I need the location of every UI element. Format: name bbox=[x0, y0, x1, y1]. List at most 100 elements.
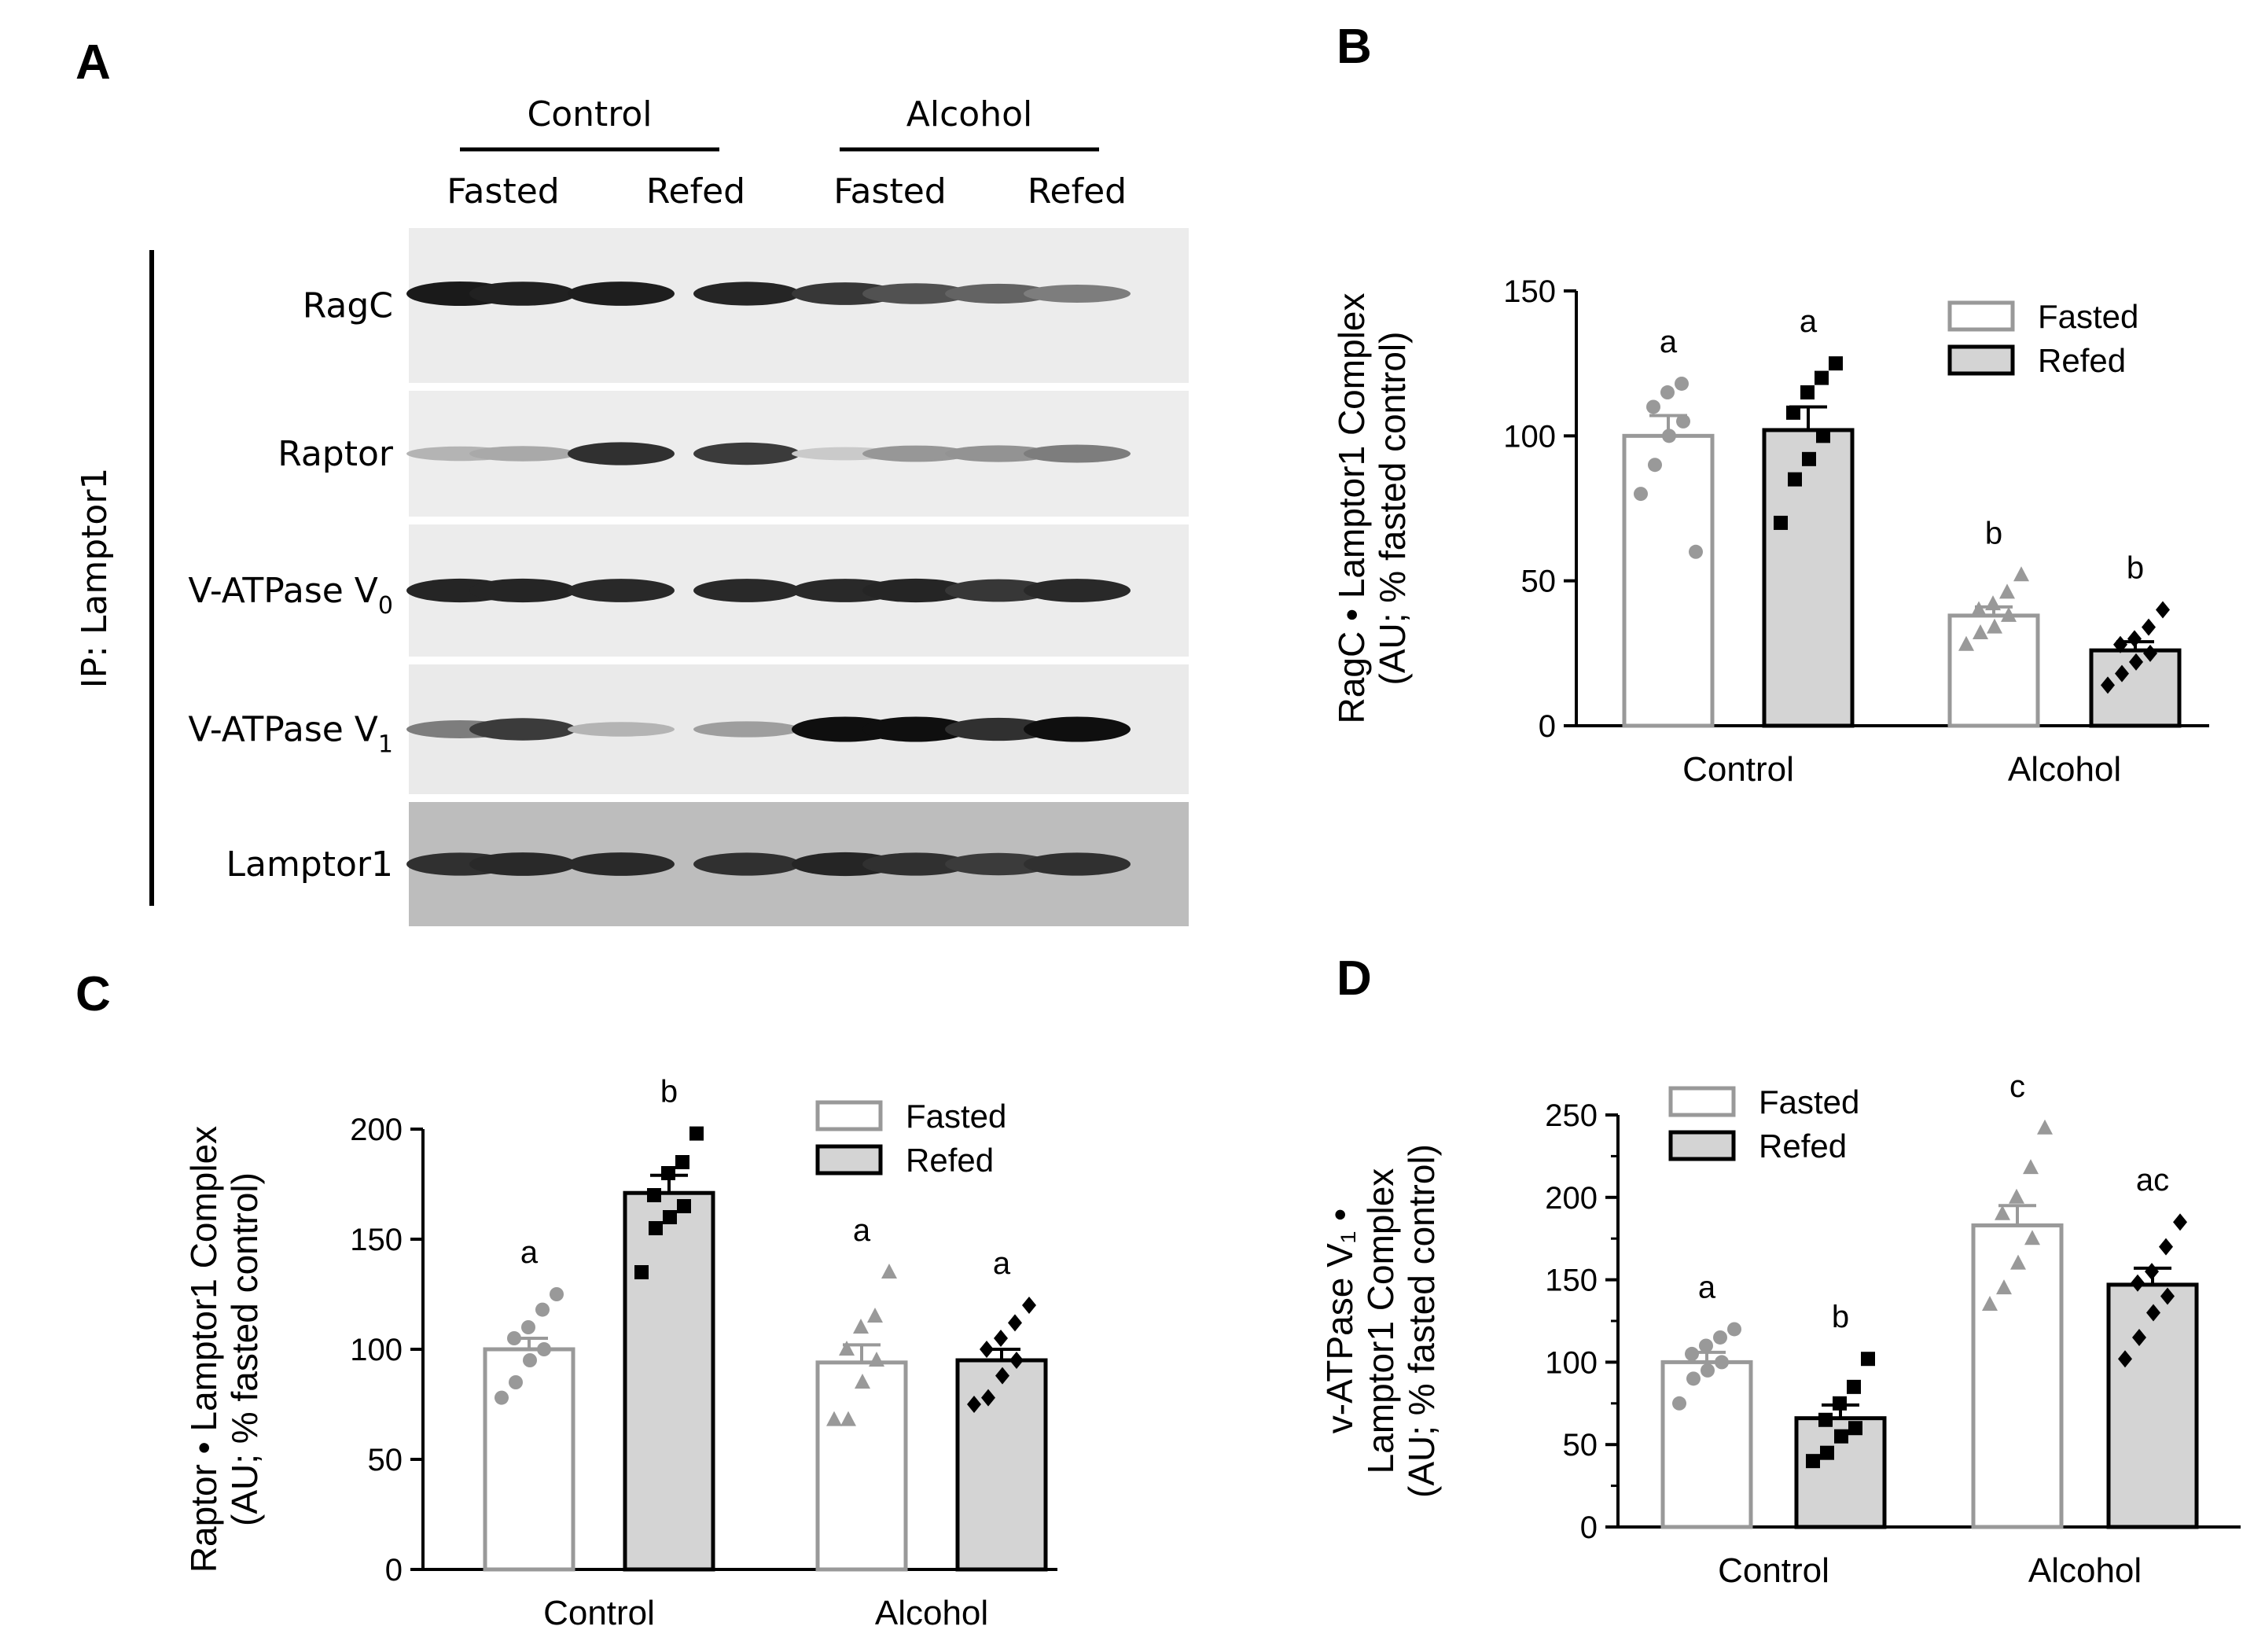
legend-label: Refed bbox=[2038, 342, 2126, 379]
y-tick-label: 200 bbox=[350, 1113, 403, 1147]
significance-letter: c bbox=[2009, 1069, 2025, 1104]
bar bbox=[815, 1360, 908, 1572]
legend-swatch bbox=[1668, 1086, 1736, 1117]
data-point bbox=[1818, 1412, 1833, 1427]
data-point bbox=[867, 1308, 883, 1323]
data-point bbox=[1675, 376, 1689, 391]
data-point bbox=[980, 1341, 994, 1358]
bar bbox=[1622, 433, 1715, 728]
legend-swatch bbox=[815, 1100, 883, 1131]
blot-band bbox=[469, 446, 576, 462]
data-point bbox=[2101, 676, 2115, 694]
data-point bbox=[2127, 630, 2142, 648]
significance-letter: b bbox=[660, 1075, 678, 1109]
y-tick-label: 200 bbox=[1545, 1181, 1598, 1216]
y-tick-label: 0 bbox=[1539, 709, 1556, 744]
data-point bbox=[967, 1396, 981, 1413]
data-point bbox=[2143, 644, 2157, 662]
blot-row-label: Raptor bbox=[278, 434, 394, 474]
data-point bbox=[1009, 1352, 1024, 1369]
blot-group-label: Alcohol bbox=[906, 94, 1032, 134]
y-tick-label: 50 bbox=[1563, 1428, 1598, 1463]
data-point bbox=[1971, 601, 1987, 616]
blot-band bbox=[945, 852, 1052, 876]
blot-band bbox=[945, 283, 1052, 304]
data-point bbox=[1022, 1297, 1036, 1314]
blot-band bbox=[862, 283, 969, 304]
data-point bbox=[1660, 385, 1675, 400]
legend-swatch bbox=[1947, 300, 2015, 332]
y-axis-label: (AU; % fasted control) bbox=[1372, 332, 1413, 686]
data-point bbox=[1982, 1296, 1998, 1312]
data-point bbox=[2001, 606, 2017, 622]
blot-band bbox=[945, 445, 1052, 462]
blot-band bbox=[862, 852, 969, 876]
legend-swatch bbox=[815, 1144, 883, 1176]
y-axis-label: RagC • Lamptor1 Complex bbox=[1331, 293, 1372, 724]
y-tick-label: 100 bbox=[1545, 1345, 1598, 1380]
data-point bbox=[1802, 451, 1816, 466]
data-point bbox=[1815, 370, 1829, 385]
data-point bbox=[1634, 487, 1648, 502]
blot-band bbox=[693, 281, 800, 306]
significance-letter: b bbox=[2127, 551, 2144, 586]
data-point bbox=[1848, 1421, 1862, 1436]
category-label: Control bbox=[543, 1594, 655, 1632]
category-label: Control bbox=[1682, 750, 1794, 789]
bar bbox=[1762, 428, 1855, 728]
data-point bbox=[1987, 618, 2002, 634]
y-tick-label: 0 bbox=[385, 1553, 403, 1588]
data-point bbox=[1646, 399, 1660, 414]
data-point bbox=[1833, 1396, 1847, 1411]
legend-label: Fasted bbox=[906, 1098, 1006, 1135]
y-tick-label: 150 bbox=[350, 1223, 403, 1257]
blot-band bbox=[693, 721, 800, 738]
data-point bbox=[2013, 566, 2029, 582]
bar bbox=[483, 1347, 575, 1572]
western-blot: Control Alcohol Fasted Refed Fasted Refed IP: … bbox=[75, 94, 1189, 926]
data-point bbox=[2129, 653, 2143, 671]
panel-label-c: C bbox=[75, 967, 111, 1021]
significance-letter: a bbox=[1800, 304, 1818, 339]
blot-condition-label: Fasted bbox=[447, 171, 559, 212]
panel-label-b: B bbox=[1337, 20, 1372, 74]
data-point bbox=[1662, 429, 1676, 443]
y-tick-label: 100 bbox=[1503, 419, 1556, 454]
blot-band bbox=[469, 578, 576, 603]
legend-label: Refed bbox=[906, 1142, 994, 1179]
blot-row-label: Lamptor1 bbox=[226, 844, 393, 885]
bar bbox=[1971, 1223, 2064, 1529]
bar bbox=[1660, 1359, 1753, 1529]
panel-label-a: A bbox=[75, 35, 111, 90]
data-point bbox=[507, 1331, 521, 1345]
bar bbox=[623, 1190, 715, 1572]
blot-band bbox=[862, 716, 969, 742]
data-point bbox=[881, 1264, 897, 1279]
data-point bbox=[523, 1353, 537, 1367]
data-point bbox=[1008, 1314, 1022, 1332]
bar bbox=[955, 1358, 1048, 1572]
panel-label-d: D bbox=[1337, 951, 1372, 1006]
data-point bbox=[2115, 664, 2129, 683]
bar bbox=[1947, 613, 2040, 728]
data-point bbox=[1685, 1346, 1699, 1361]
data-point bbox=[1985, 595, 2001, 611]
data-point bbox=[495, 1390, 509, 1405]
data-point bbox=[1806, 1454, 1820, 1469]
blot-band bbox=[693, 442, 800, 465]
significance-letter: a bbox=[1698, 1270, 1716, 1304]
data-point bbox=[1686, 1371, 1701, 1386]
blot-band bbox=[469, 852, 576, 876]
data-point bbox=[509, 1375, 523, 1389]
data-point bbox=[1786, 405, 1800, 420]
data-point bbox=[634, 1265, 649, 1279]
data-point bbox=[869, 1352, 884, 1367]
data-point bbox=[2159, 1238, 2173, 1256]
blot-group-label: Control bbox=[527, 94, 652, 134]
blot-side-label: IP: Lamptor1 bbox=[75, 468, 115, 689]
blot-band bbox=[1024, 285, 1131, 303]
blot-band bbox=[693, 579, 800, 602]
data-point bbox=[1995, 1205, 2010, 1220]
data-point bbox=[1829, 356, 1843, 371]
data-point bbox=[2156, 601, 2170, 619]
